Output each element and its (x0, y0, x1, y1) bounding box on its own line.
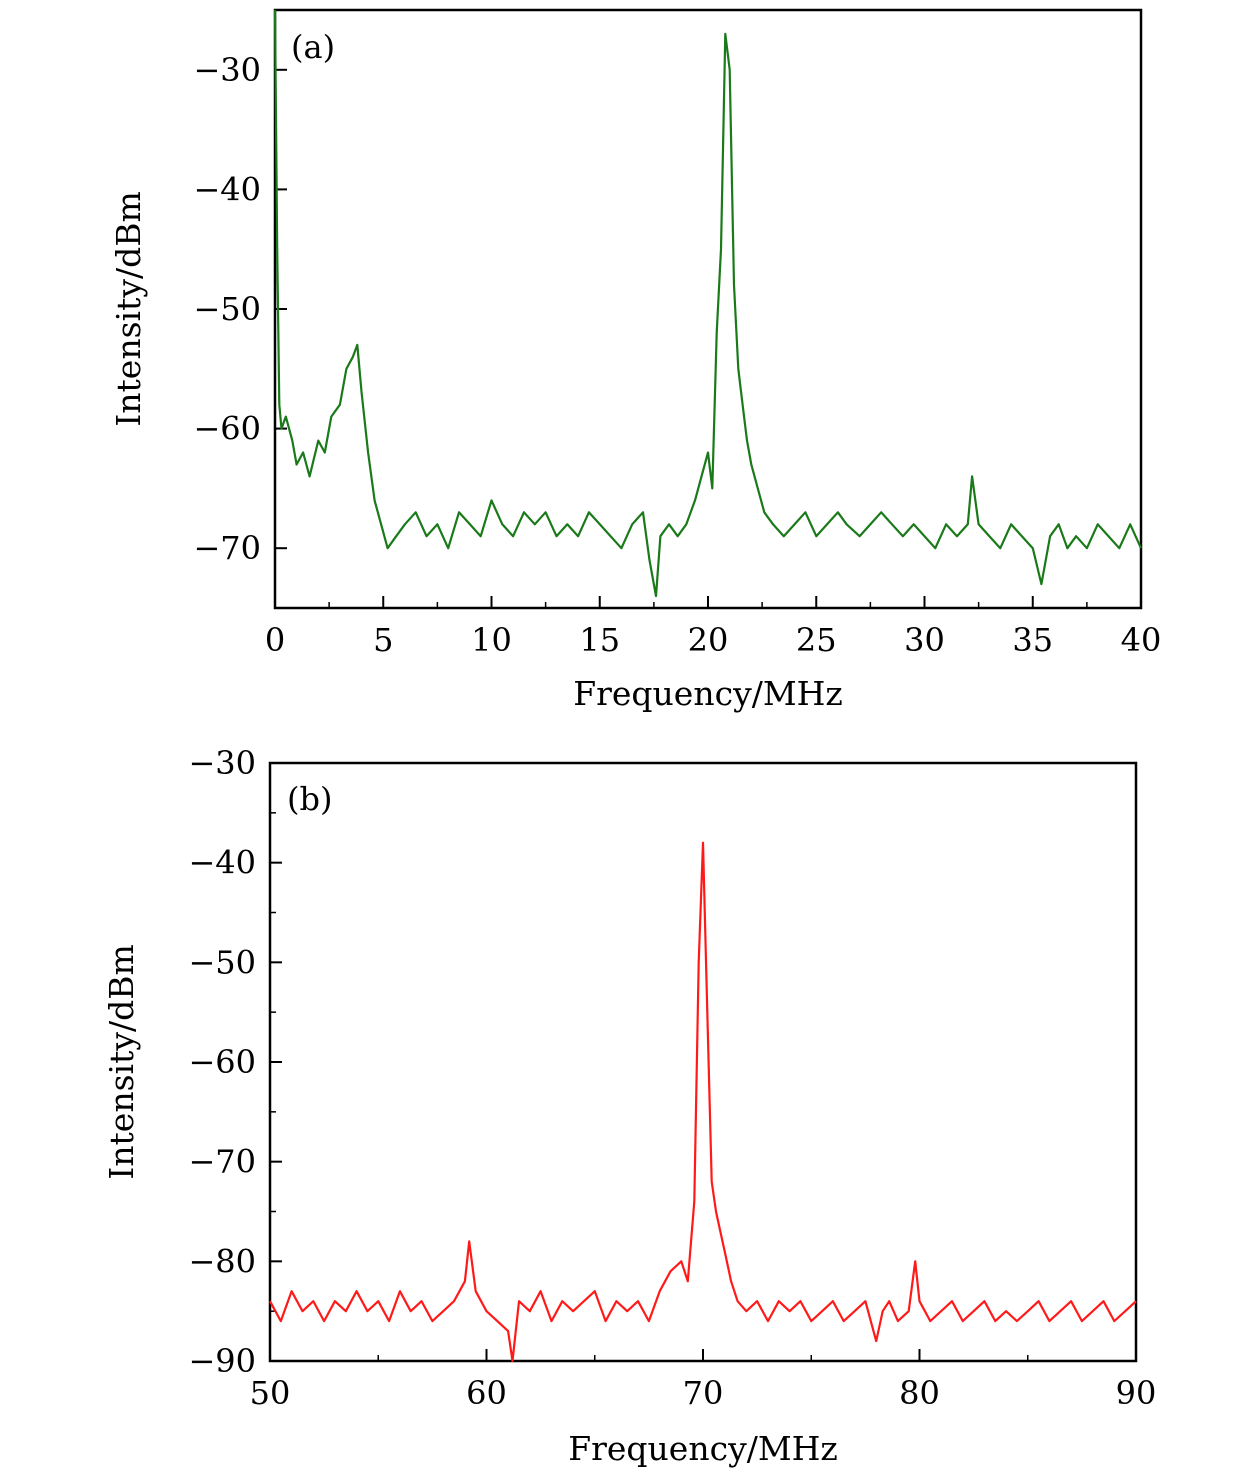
x-tick-label: 40 (1121, 621, 1162, 659)
y-tick-label: −50 (188, 943, 256, 981)
x-tick-label: 35 (1012, 621, 1053, 659)
panel-b-y-axis-label: Intensity/dBm (102, 944, 141, 1180)
panel-a-y-axis-label: Intensity/dBm (109, 191, 148, 427)
panel-b-series-line (269, 841, 1137, 1363)
y-tick-label: −70 (188, 1143, 256, 1181)
panel-a: 0 5 10 15 20 25 30 35 40 −30 −40 −50 −60 −70 (a) Freq… (109, 8, 1161, 713)
x-tick-label: 10 (471, 621, 512, 659)
y-tick-label: −50 (193, 290, 261, 328)
y-tick-label: −30 (193, 51, 261, 89)
x-tick-label: 5 (373, 621, 393, 659)
panel-b-x-axis-label: Frequency/MHz (568, 1429, 838, 1468)
x-tick-label: 25 (796, 621, 837, 659)
panel-a-x-axis-label: Frequency/MHz (573, 674, 843, 713)
y-tick-label: −80 (188, 1242, 256, 1280)
panel-b-tick-labels: 50 60 70 80 90 −30 −40 −50 −60 −70 −80 −90 (188, 744, 1156, 1412)
panel-b-ticks (269, 762, 1137, 1362)
y-tick-label: −40 (193, 170, 261, 208)
x-tick-label: 15 (579, 621, 620, 659)
x-tick-label: 70 (683, 1374, 724, 1412)
y-tick-label: −90 (188, 1342, 256, 1380)
panel-a-frame (273, 8, 1143, 610)
panel-a-series-line (273, 9, 1143, 598)
panel-a-tick-labels: 0 5 10 15 20 25 30 35 40 −30 −40 −50 −60 −70 (193, 51, 1161, 659)
x-tick-label: 90 (1116, 1374, 1157, 1412)
y-tick-label: −70 (193, 529, 261, 567)
panel-a-label: (a) (291, 28, 335, 66)
x-tick-label: 80 (899, 1374, 940, 1412)
y-tick-label: −30 (188, 744, 256, 782)
x-tick-label: 30 (904, 621, 945, 659)
x-tick-label: 60 (466, 1374, 507, 1412)
panel-b: 50 60 70 80 90 −30 −40 −50 −60 −70 −80 −90 (b) Freq… (102, 744, 1156, 1468)
y-tick-label: −60 (188, 1043, 256, 1081)
y-tick-label: −60 (193, 410, 261, 448)
x-tick-label: 0 (265, 621, 285, 659)
panel-b-label: (b) (287, 780, 332, 818)
x-tick-label: 20 (688, 621, 729, 659)
y-tick-label: −40 (188, 844, 256, 882)
panel-a-ticks (274, 68, 1142, 608)
x-tick-label: 50 (250, 1374, 291, 1412)
